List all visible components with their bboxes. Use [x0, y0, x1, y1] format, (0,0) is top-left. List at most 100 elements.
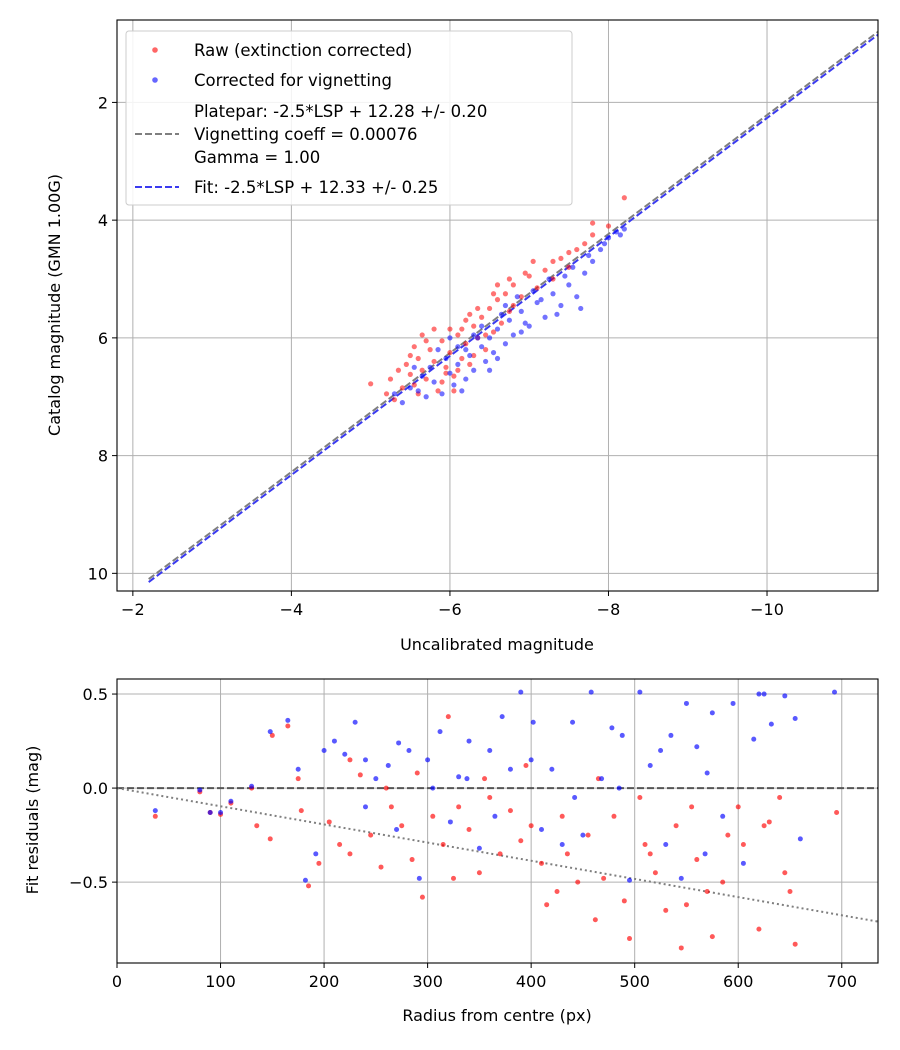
point-raw: [558, 255, 564, 262]
point-raw: [387, 376, 394, 382]
point-raw: [526, 273, 532, 279]
point-corrected: [761, 691, 767, 697]
line-vignetting-model: [117, 787, 878, 923]
point-corrected: [678, 875, 684, 881]
point-corrected: [451, 382, 457, 388]
point-raw: [267, 836, 273, 842]
point-corrected: [528, 757, 534, 763]
point-corrected: [590, 258, 596, 264]
point-raw: [621, 898, 627, 904]
point-corrected: [647, 763, 653, 769]
point-raw: [431, 358, 437, 365]
point-raw: [523, 763, 529, 769]
legend-corrected-marker: [152, 77, 158, 83]
point-corrected: [570, 719, 576, 725]
point-raw: [447, 326, 453, 332]
point-raw: [601, 875, 607, 881]
point-raw: [483, 347, 489, 353]
point-corrected: [597, 246, 604, 253]
point-raw: [456, 804, 462, 810]
point-corrected: [302, 877, 308, 883]
point-raw: [574, 246, 580, 253]
point-corrected: [518, 308, 524, 314]
point-raw: [518, 838, 524, 844]
point-corrected: [756, 691, 762, 697]
point-corrected: [599, 776, 605, 782]
x-tick-label: 400: [516, 972, 547, 991]
point-corrected: [313, 851, 319, 857]
point-corrected: [464, 776, 470, 782]
point-corrected: [518, 689, 524, 695]
point-raw: [415, 355, 421, 362]
point-corrected: [514, 294, 520, 300]
point-raw: [298, 808, 304, 814]
bottom-grid: [116, 679, 878, 963]
point-raw: [647, 851, 653, 857]
point-raw: [357, 772, 363, 778]
point-raw: [735, 804, 741, 810]
point-raw: [414, 770, 420, 776]
y-tick-label: 0.5: [83, 685, 108, 704]
point-raw: [566, 249, 572, 256]
point-raw: [347, 851, 353, 857]
point-raw: [463, 341, 469, 347]
point-corrected: [492, 813, 498, 819]
point-corrected: [534, 299, 540, 306]
point-raw: [494, 282, 501, 288]
point-corrected: [613, 229, 620, 235]
point-raw: [494, 297, 501, 303]
point-raw: [269, 732, 275, 738]
point-raw: [792, 941, 798, 947]
point-raw: [652, 870, 658, 876]
point-corrected: [394, 826, 400, 832]
point-raw: [482, 776, 488, 782]
point-raw: [479, 314, 485, 320]
point-raw: [423, 338, 429, 344]
point-corrected: [439, 391, 445, 397]
point-corrected: [720, 813, 726, 819]
point-raw: [585, 832, 591, 838]
point-corrected: [447, 370, 453, 376]
bottom-scatter-points: [152, 689, 840, 951]
point-raw: [544, 902, 550, 908]
point-corrected: [463, 347, 469, 353]
point-raw: [326, 819, 332, 825]
point-raw: [285, 723, 291, 729]
point-corrected: [588, 689, 594, 695]
point-raw: [518, 294, 524, 300]
point-corrected: [331, 738, 337, 744]
x-tick-label: 300: [412, 972, 443, 991]
point-raw: [423, 376, 429, 382]
legend-box: [125, 30, 573, 206]
point-raw: [542, 267, 548, 273]
point-corrected: [663, 842, 669, 848]
x-tick-label: 100: [205, 972, 236, 991]
point-raw: [550, 258, 556, 264]
point-corrected: [792, 715, 798, 721]
point-corrected: [566, 282, 572, 288]
point-corrected: [487, 747, 493, 753]
point-raw: [419, 894, 425, 900]
legend-platepar-label-1: Platepar: -2.5*LSP + 12.28 +/- 0.20: [194, 102, 487, 121]
point-raw: [430, 813, 436, 819]
point-raw: [673, 823, 679, 829]
point-corrected: [510, 332, 516, 338]
point-raw: [368, 832, 374, 838]
point-corrected: [197, 787, 203, 793]
point-corrected: [415, 388, 421, 394]
point-corrected: [419, 373, 425, 379]
point-corrected: [427, 364, 433, 370]
point-raw: [590, 232, 596, 238]
point-raw: [510, 302, 516, 309]
point-corrected: [546, 276, 552, 282]
point-raw: [427, 347, 433, 353]
point-corrected: [627, 877, 633, 883]
point-raw: [689, 804, 695, 810]
point-corrected: [486, 367, 493, 373]
point-corrected: [554, 311, 560, 317]
point-raw: [295, 776, 301, 782]
point-corrected: [447, 335, 453, 341]
top-chart: −2 −4 −6 −8 −10 2 4 6 8 10 Uncalibrated magnitude…: [45, 19, 879, 654]
point-raw: [539, 860, 545, 866]
